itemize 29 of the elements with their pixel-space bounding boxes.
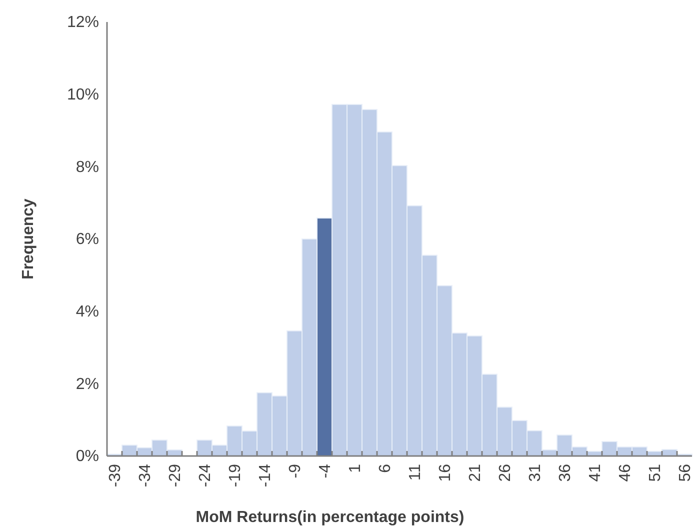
y-tick-label: 6% <box>76 231 99 248</box>
y-axis-title: Frequency <box>20 198 37 280</box>
y-tick-label: 10% <box>66 86 99 104</box>
x-tick-label: -19 <box>227 464 244 488</box>
x-tick-label: 46 <box>617 464 634 482</box>
x-axis-title: MoM Returns(in percentage points) <box>196 509 464 526</box>
x-tick-label: 36 <box>557 464 574 482</box>
x-tick-label: 41 <box>587 464 604 482</box>
x-tick-label: 1 <box>347 464 364 473</box>
y-tick-label: 2% <box>76 376 99 393</box>
y-tick-label: 4% <box>76 303 99 320</box>
x-tick-label: -14 <box>257 464 274 488</box>
x-tick-label: 51 <box>647 464 664 482</box>
x-tick-label: -29 <box>167 464 184 488</box>
x-tick-label: 6 <box>377 464 394 473</box>
x-tick-label: -9 <box>287 464 304 478</box>
x-tick-label: -24 <box>197 464 214 488</box>
x-tick-label: -34 <box>137 464 154 488</box>
x-tick-label: -4 <box>317 464 334 478</box>
x-tick-label: 21 <box>467 464 484 482</box>
x-tick-label: 31 <box>527 464 544 482</box>
y-tick-label: 12% <box>66 14 99 32</box>
x-tick-label: 56 <box>677 464 694 482</box>
x-tick-label: -39 <box>107 464 124 488</box>
x-tick-label: 16 <box>437 464 454 482</box>
x-tick-label: 11 <box>407 464 424 481</box>
y-tick-label: 8% <box>76 158 99 176</box>
x-tick-label: 26 <box>497 464 514 482</box>
y-tick-label: 0% <box>76 448 99 466</box>
